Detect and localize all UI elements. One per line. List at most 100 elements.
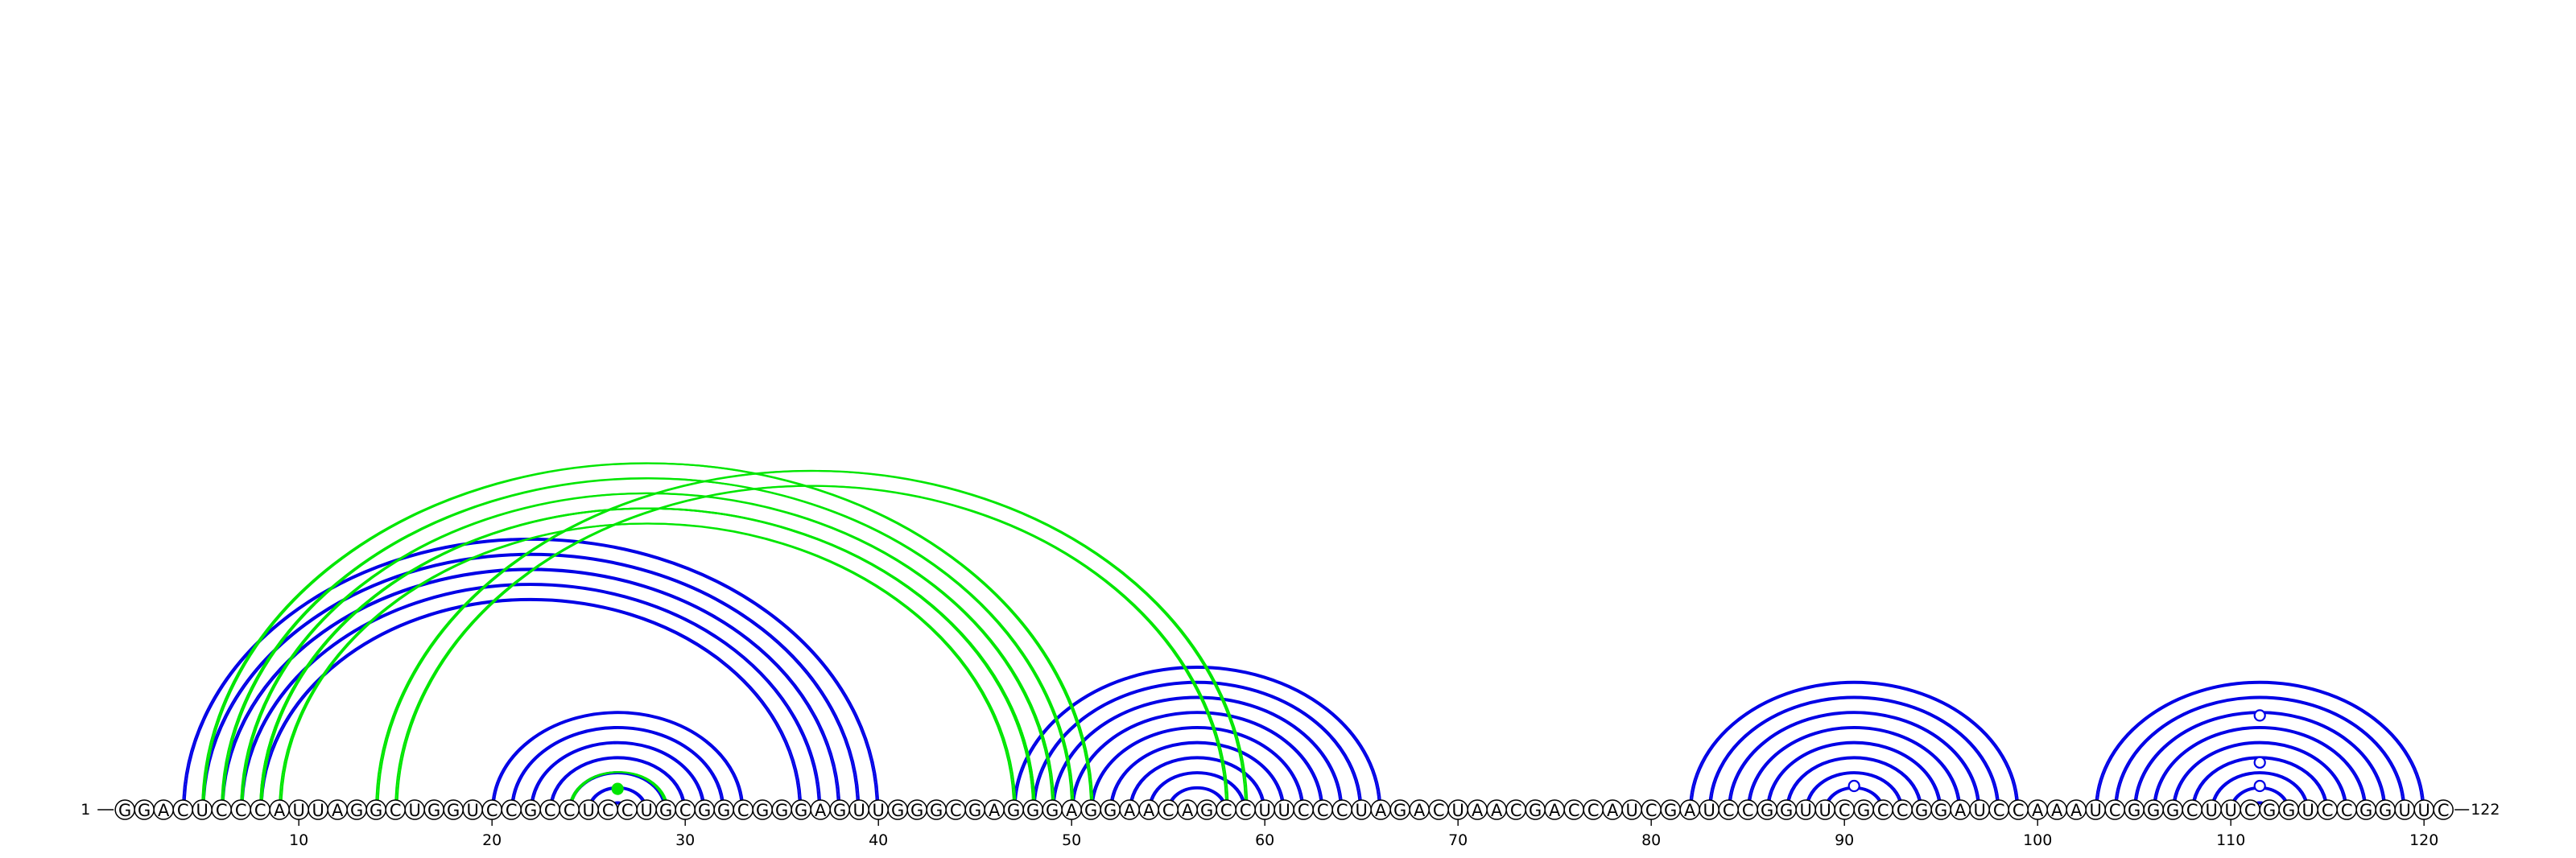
nucleotide-letter-37: A: [815, 801, 827, 820]
blue-arc-5-39: [201, 552, 861, 811]
blue-arc-103-120: [2095, 680, 2425, 811]
blue-arc-85-96: [1747, 725, 1962, 811]
nucleotide-letter-33: C: [737, 801, 749, 820]
end-position-label: 122: [2471, 801, 2500, 819]
blue-arc-inner-104-119: [2116, 697, 2405, 811]
nucleotide-letter-118: G: [2379, 801, 2392, 820]
nucleotide-letter-84: C: [1723, 801, 1735, 820]
nucleotide-letter-75: A: [1549, 801, 1561, 820]
nucleotide-letter-53: A: [1124, 801, 1136, 820]
nucleotide-letter-44: C: [950, 801, 962, 820]
blue-arc-23-30: [549, 756, 687, 811]
nucleotide-letter-50: A: [1066, 801, 1078, 820]
nucleotide-letter-108: C: [2186, 801, 2198, 820]
nucleotide-letter-76: C: [1568, 801, 1580, 820]
nucleotide-letter-78: A: [1607, 801, 1619, 820]
nucleotide-letter-60: U: [1259, 801, 1271, 820]
nucleotide-letter-105: G: [2128, 801, 2140, 820]
nucleotide-letter-80: C: [1645, 801, 1657, 820]
blue-arc-inner-88-93: [1806, 772, 1902, 811]
blue-arc-inner-49-64: [1053, 697, 1342, 811]
blue-arc-106-117: [2153, 725, 2368, 811]
nucleotide-letter-117: G: [2359, 801, 2372, 820]
blue-arc-21-32: [510, 725, 725, 811]
nucleotide-letter-112: G: [2263, 801, 2276, 820]
nucleotide-letter-114: U: [2302, 801, 2314, 820]
nucleotide-letter-116: C: [2341, 801, 2353, 820]
blue-arc-51-62: [1090, 725, 1305, 811]
blue-arc-inner-53-60: [1130, 757, 1265, 811]
blue-arc-inner-103-120: [2096, 682, 2424, 811]
nucleotide-letter-31: G: [698, 801, 711, 820]
nucleotide-letter-63: C: [1317, 801, 1329, 820]
blue-arc-48-65: [1032, 680, 1363, 811]
nucleotide-letter-99: C: [2013, 801, 2025, 820]
nucleotide-letter-58: C: [1220, 801, 1232, 820]
nucleotide-letter-71: A: [1472, 801, 1484, 820]
nucleotide-letter-27: C: [621, 801, 634, 820]
green-arc-inner-8-48: [261, 507, 1036, 811]
nucleotide-letter-35: G: [775, 801, 788, 820]
tick-label-80: 80: [1641, 831, 1661, 849]
nucleotide-letter-101: A: [2051, 801, 2063, 820]
blue-arc-50-63: [1071, 711, 1324, 811]
blue-arc-83-98: [1708, 695, 2000, 811]
nucleotide-letter-49: G: [1046, 801, 1059, 820]
nucleotide-letter-119: U: [2399, 801, 2411, 820]
blue-arc-inner-20-33: [493, 712, 743, 811]
nucleotide-letter-74: G: [1529, 801, 1542, 820]
blue-arc-6-38: [221, 567, 841, 811]
nucleotide-letter-62: C: [1298, 801, 1310, 820]
nucleotide-letter-91: G: [1857, 801, 1870, 820]
nucleotide-letter-2: G: [138, 801, 151, 820]
green-arc-inner-6-50: [222, 477, 1075, 811]
nucleotide-letter-77: C: [1587, 801, 1600, 820]
nucleotide-letter-32: G: [717, 801, 730, 820]
green-arc-layer: [201, 462, 1249, 811]
nucleotide-letter-92: C: [1877, 801, 1889, 820]
nucleotide-letter-46: A: [989, 801, 1001, 820]
tick-label-50: 50: [1062, 831, 1081, 849]
nucleotide-letter-120: U: [2418, 801, 2430, 820]
blue-arc-inner-22-31: [531, 742, 704, 811]
nucleotide-letter-34: G: [756, 801, 769, 820]
blue-arc-inner-51-62: [1092, 727, 1303, 811]
nucleotide-letter-67: G: [1393, 801, 1406, 820]
nucleotide-letter-103: U: [2090, 801, 2102, 820]
nucleotide-letter-1: G: [118, 801, 131, 820]
nucleotide-letter-113: G: [2282, 801, 2295, 820]
nucleotide-letter-88: U: [1800, 801, 1812, 820]
tick-label-90: 90: [1835, 831, 1854, 849]
blue-arc-inner-86-95: [1768, 742, 1941, 811]
nucleotide-letter-14: G: [369, 801, 382, 820]
tick-label-100: 100: [2023, 831, 2052, 849]
nucleotide-letter-95: G: [1934, 801, 1947, 820]
nucleotide-letter-66: A: [1375, 801, 1387, 820]
blue-arc-7-37: [240, 583, 822, 811]
blue-arc-86-95: [1766, 740, 1942, 811]
nucleotide-letter-36: G: [795, 801, 807, 820]
blue-arc-inner-83-98: [1710, 697, 1999, 811]
nucleotide-letter-56: A: [1182, 801, 1194, 820]
blue-arc-inner-47-66: [1014, 666, 1381, 811]
nucleotide-letter-28: U: [641, 801, 653, 820]
blue-arc-inner-82-99: [1690, 682, 2018, 811]
blue-arc-4-40: [182, 538, 880, 811]
nucleotide-letter-111: C: [2244, 801, 2256, 820]
nucleotide-letter-93: C: [1897, 801, 1909, 820]
arc-marker-3: [2253, 756, 2266, 769]
nucleotide-letter-52: G: [1104, 801, 1117, 820]
blue-arc-88-93: [1805, 771, 1904, 811]
blue-arc-8-36: [259, 597, 803, 811]
nucleotide-letter-104: C: [2109, 801, 2121, 820]
blue-arc-107-116: [2172, 740, 2348, 811]
blue-arc-inner-107-116: [2174, 742, 2347, 811]
nucleotide-letter-6: C: [216, 801, 228, 820]
nucleotide-letter-47: G: [1007, 801, 1020, 820]
blue-arc-inner-48-65: [1034, 682, 1361, 811]
nucleotide-letter-82: A: [1684, 801, 1696, 820]
nucleotide-letter-8: C: [254, 801, 266, 820]
nucleotide-letter-87: G: [1780, 801, 1793, 820]
nucleotide-letter-81: G: [1664, 801, 1677, 820]
